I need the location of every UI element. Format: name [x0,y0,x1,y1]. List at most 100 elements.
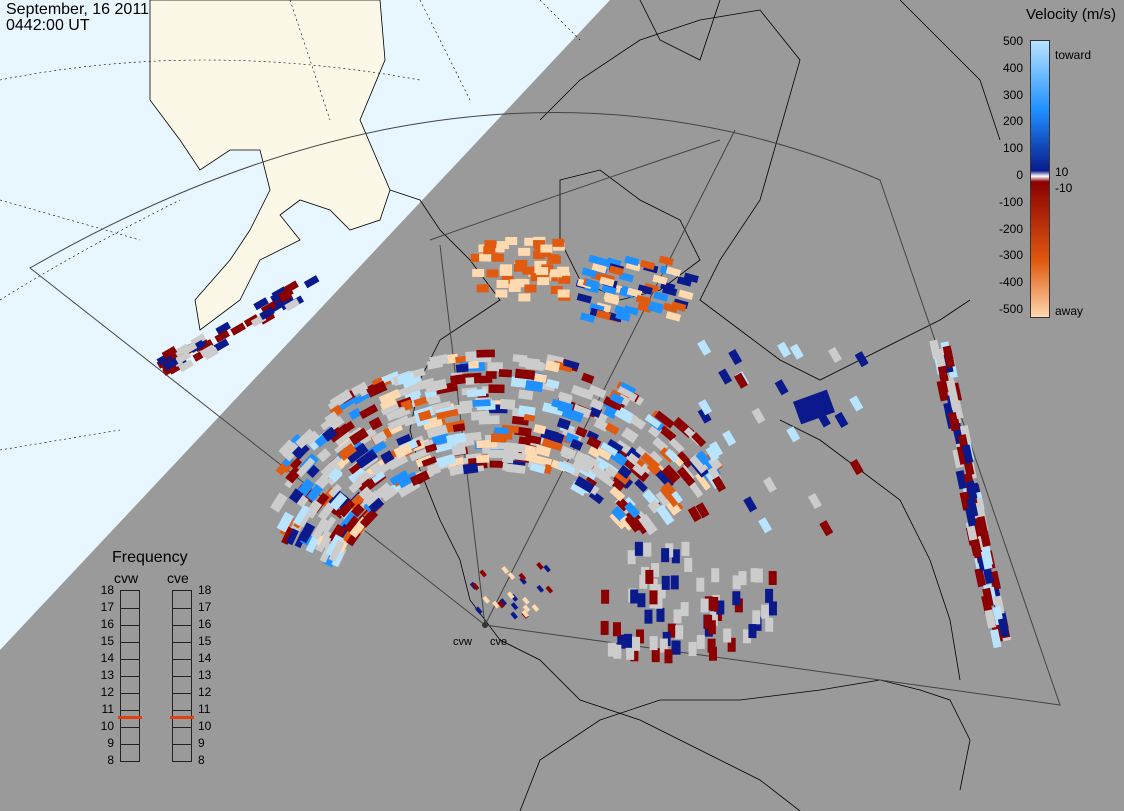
scatter-cell [518,572,527,581]
coastlines [389,0,1001,811]
scatter-cell [696,634,705,649]
velocity-tick: 100 [1002,141,1023,156]
scatter-cell [306,484,324,502]
scatter-cell [629,414,647,430]
scatter-cell [751,407,766,424]
scatter-cell [453,403,473,415]
scatter-cell [363,490,382,507]
scatter-cell [413,396,428,407]
scatter-cell [561,407,584,423]
scatter-cell [691,432,707,448]
scatter-cell [303,275,320,289]
scatter-cell [355,449,378,469]
scatter-cells [156,236,1012,664]
scatter-cell [599,276,615,287]
scatter-cell [543,564,551,573]
scatter-cell [426,424,449,439]
scatter-cell [643,542,652,557]
scatter-cell [658,255,674,266]
scatter-cell [718,368,733,385]
scatter-cell [489,460,505,468]
frequency-grid-line [121,693,139,694]
scatter-cell [664,649,673,664]
scatter-cell [317,502,335,521]
scatter-cell [426,462,442,476]
frequency-grid-line [173,727,191,728]
scatter-cell [659,638,668,653]
scatter-cell [569,438,584,451]
scatter-cell [359,509,379,528]
scatter-cell [743,496,758,513]
scatter-cell [393,442,413,459]
frequency-tick-left: 18 [100,583,114,597]
scatter-cell [514,368,536,380]
scatter-cell [162,357,179,371]
frequency-tick-left: 16 [100,617,114,631]
scatter-cell [687,505,702,523]
scatter-cell [651,648,660,663]
site-label-cve: cve [490,636,508,648]
scatter-cell [716,600,725,615]
scatter-cell [348,479,363,494]
scatter-cell [544,360,561,373]
scatter-cell [711,568,720,583]
frequency-grid-line [173,608,191,609]
velocity-tick: -500 [998,302,1023,316]
scatter-cell [369,461,384,476]
scatter-cell [667,623,676,638]
frequency-grid-line [121,625,139,626]
velocity-tick: 500 [1002,34,1023,48]
scatter-cell [961,444,974,464]
scatter-cell [505,463,526,474]
scatter-cell [588,384,607,399]
scatter-cell [689,453,709,474]
scatter-cell [723,628,732,643]
scatter-cell [522,266,535,275]
scatter-cell [588,490,604,505]
scatter-cell [253,297,269,311]
scatter-cell [508,283,521,292]
scatter-cell [774,379,789,396]
scatter-cell [603,405,618,420]
scatter-cell [635,294,652,306]
scatter-cell [533,240,546,249]
scatter-cell [213,338,230,352]
scatter-cell [600,620,609,635]
scatter-cell [709,611,718,626]
scatter-cell [321,426,338,442]
scatter-cell [589,398,604,411]
scatter-cell [626,645,635,660]
scatter-cell [328,483,342,498]
scatter-cell [712,475,727,493]
scatter-cell [270,492,288,513]
scatter-cell [574,475,595,494]
scatter-cell [345,442,369,464]
frequency-grid-line [121,676,139,677]
scatter-cell [450,375,469,386]
away-label: away [1055,304,1084,318]
scatter-cell [637,593,646,608]
scatter-cell [380,486,398,502]
scatter-cell [676,450,694,469]
scatter-cell [665,266,682,277]
scatter-cell [680,602,689,617]
velocity-tick: -300 [998,248,1023,263]
scatter-cell [552,238,565,247]
scatter-cell [476,349,496,358]
scatter-cell [488,384,505,394]
scatter-cell [558,393,573,404]
scatter-cell [344,515,360,533]
scatter-cell [709,441,723,458]
scatter-cell [828,346,842,363]
scatter-cell [371,430,388,445]
scatter-cell [550,286,563,295]
scatter-cell [161,345,178,360]
scatter-cell [750,568,759,583]
scatter-cell [655,491,670,507]
frequency-grid-line [121,744,139,745]
scatter-cell [600,441,619,457]
scatter-cell [276,511,295,533]
scatter-cell [789,343,804,360]
scatter-cell [286,528,299,546]
